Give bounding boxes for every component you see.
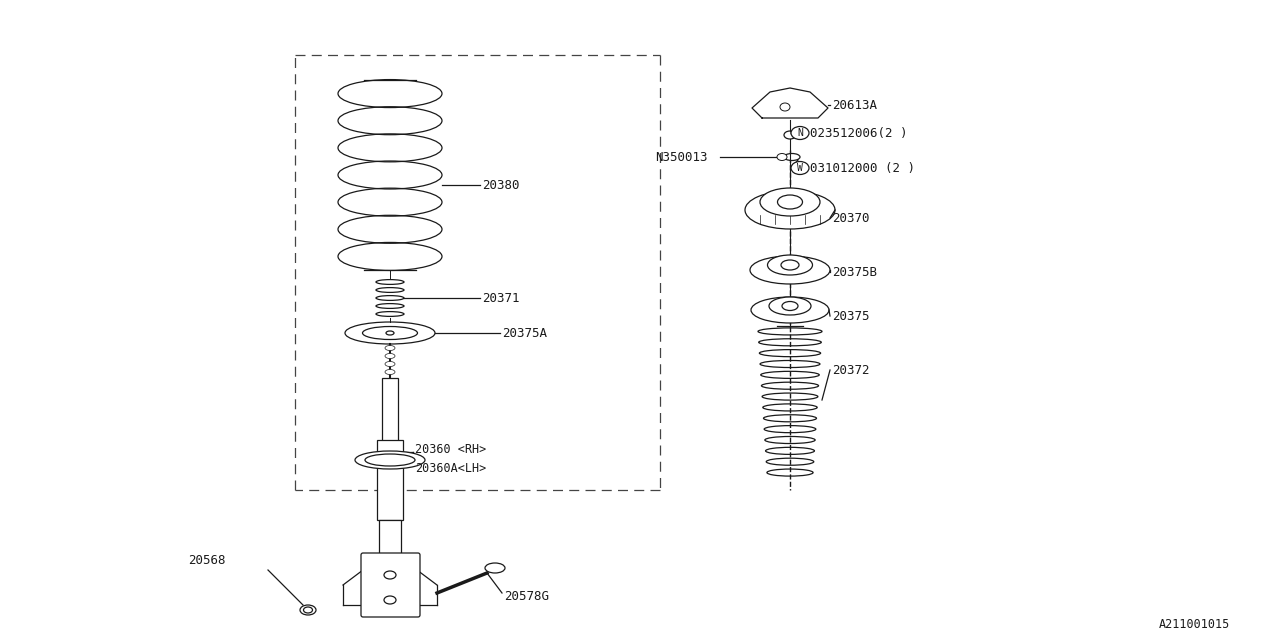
Polygon shape	[753, 88, 828, 118]
FancyBboxPatch shape	[378, 440, 403, 520]
Ellipse shape	[745, 191, 835, 229]
Text: 20372: 20372	[832, 364, 869, 376]
Ellipse shape	[303, 607, 312, 613]
Ellipse shape	[384, 571, 396, 579]
Ellipse shape	[768, 255, 813, 275]
Ellipse shape	[362, 326, 417, 339]
Ellipse shape	[777, 195, 803, 209]
Ellipse shape	[385, 362, 396, 367]
Text: 20613A: 20613A	[832, 99, 877, 111]
Text: 20360 <RH>: 20360 <RH>	[415, 442, 486, 456]
Ellipse shape	[365, 454, 415, 466]
Text: 20360A<LH>: 20360A<LH>	[415, 461, 486, 474]
Ellipse shape	[385, 369, 396, 374]
Ellipse shape	[783, 131, 796, 139]
Ellipse shape	[783, 154, 800, 161]
Ellipse shape	[777, 154, 787, 161]
Text: 20568: 20568	[188, 554, 225, 566]
FancyBboxPatch shape	[381, 378, 398, 450]
Text: 20380: 20380	[483, 179, 520, 191]
Ellipse shape	[300, 605, 316, 615]
Ellipse shape	[781, 260, 799, 270]
Ellipse shape	[346, 322, 435, 344]
Ellipse shape	[780, 103, 790, 111]
Text: 20371: 20371	[483, 291, 520, 305]
Ellipse shape	[385, 346, 396, 351]
Ellipse shape	[760, 188, 820, 216]
Ellipse shape	[387, 331, 394, 335]
Text: A211001015: A211001015	[1158, 618, 1230, 632]
FancyBboxPatch shape	[379, 520, 401, 555]
Text: 031012000 (2 ): 031012000 (2 )	[810, 161, 915, 175]
Text: 20578G: 20578G	[504, 591, 549, 604]
Ellipse shape	[355, 451, 425, 469]
FancyBboxPatch shape	[361, 553, 420, 617]
Ellipse shape	[791, 161, 809, 175]
Text: 20375B: 20375B	[832, 266, 877, 278]
Ellipse shape	[751, 297, 829, 323]
Text: 20375A: 20375A	[502, 326, 547, 339]
Ellipse shape	[384, 596, 396, 604]
Ellipse shape	[791, 127, 809, 140]
Text: 20375: 20375	[832, 310, 869, 323]
Ellipse shape	[769, 297, 812, 315]
Text: 20370: 20370	[832, 211, 869, 225]
Ellipse shape	[385, 353, 396, 358]
Ellipse shape	[750, 256, 829, 284]
Ellipse shape	[485, 563, 506, 573]
Text: 023512006(2 ): 023512006(2 )	[810, 127, 908, 140]
Text: W: W	[797, 163, 803, 173]
Ellipse shape	[782, 301, 797, 310]
Text: N: N	[797, 128, 803, 138]
Text: N350013: N350013	[655, 150, 708, 163]
